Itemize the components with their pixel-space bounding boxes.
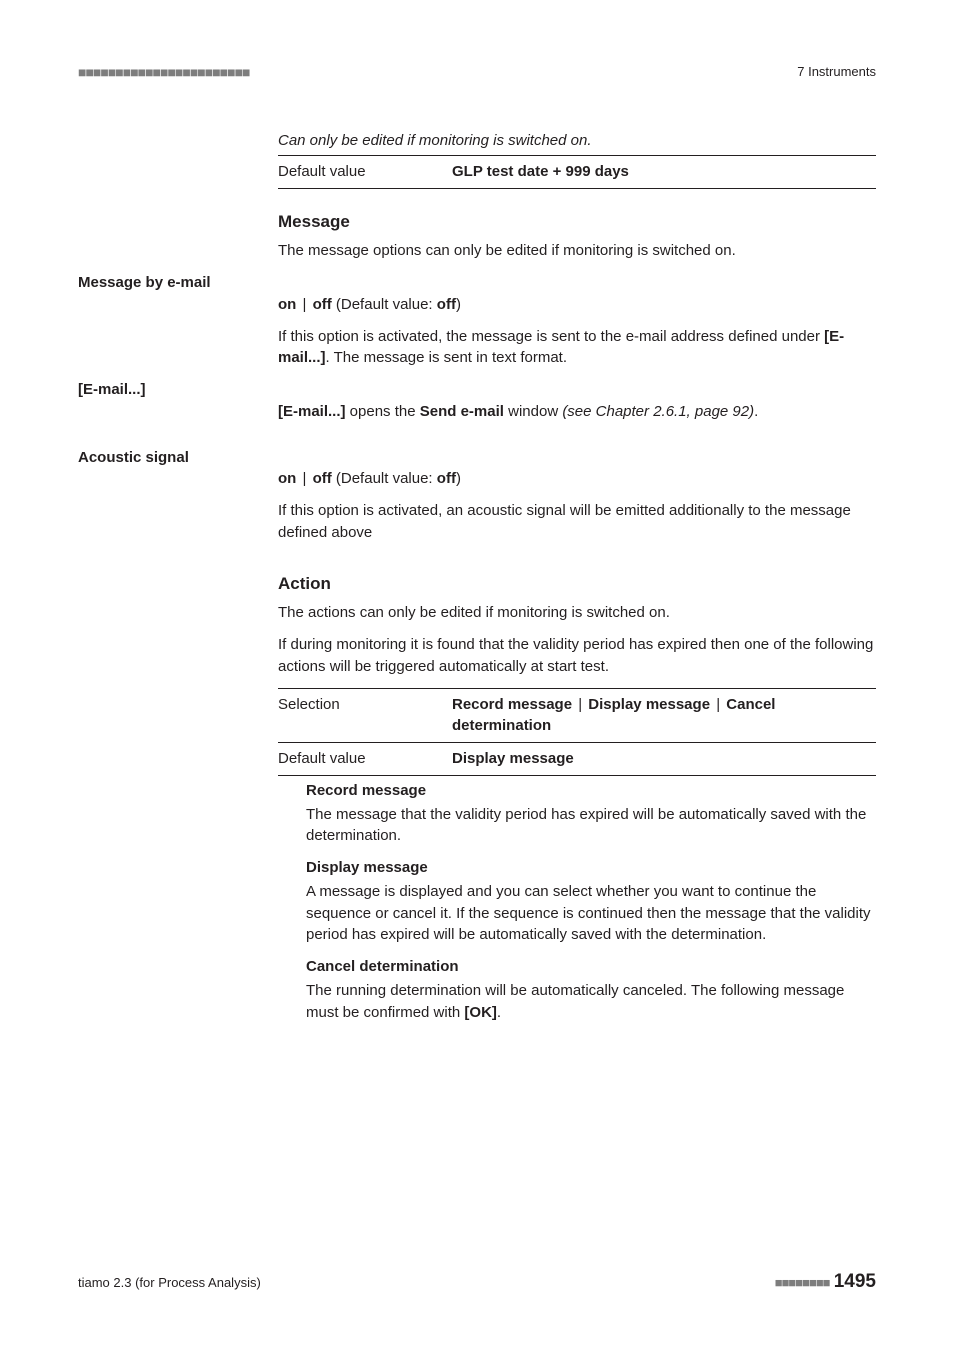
rule: [278, 742, 876, 743]
cancel-determination-block: Cancel determination The running determi…: [306, 956, 876, 1023]
page-number: 1495: [834, 1271, 876, 1292]
acoustic-on-off: on | off (Default value: off): [278, 468, 876, 490]
footer-left: tiamo 2.3 (for Process Analysis): [78, 1274, 261, 1293]
display-message-head: Display message: [306, 857, 876, 879]
action-text: If during monitoring it is found that th…: [278, 634, 876, 678]
kv-val: Display message: [452, 748, 876, 770]
default-value-row: Default value Display message: [278, 746, 876, 772]
section-message: Message: [278, 210, 876, 235]
display-message-text: A message is displayed and you can selec…: [306, 881, 876, 946]
kv-val: GLP test date + 999 days: [452, 161, 876, 183]
label-acoustic-signal: Acoustic signal: [78, 447, 278, 469]
message-by-email-text: If this option is activated, the message…: [278, 326, 876, 370]
kv-key: Selection: [278, 694, 452, 738]
selection-row: Selection Record message | Display messa…: [278, 692, 876, 740]
acoustic-text: If this option is activated, an acoustic…: [278, 500, 876, 544]
cancel-determination-head: Cancel determination: [306, 956, 876, 978]
message-intro: The message options can only be edited i…: [278, 240, 876, 262]
record-message-block: Record message The message that the vali…: [306, 780, 876, 847]
record-message-head: Record message: [306, 780, 876, 802]
default-value-row: Default value GLP test date + 999 days: [278, 159, 876, 185]
display-message-block: Display message A message is displayed a…: [306, 857, 876, 946]
action-intro: The actions can only be edited if monito…: [278, 602, 876, 624]
kv-val: Record message | Display message | Cance…: [452, 694, 876, 738]
rule: [278, 688, 876, 689]
footer-dashes: ■■■■■■■■: [775, 1275, 830, 1290]
header-chapter: 7 Instruments: [797, 63, 876, 82]
rule: [278, 188, 876, 189]
label-email-button: [E-mail...]: [78, 379, 278, 401]
page-header: ■■■■■■■■■■■■■■■■■■■■■■■ 7 Instruments: [78, 62, 876, 82]
page-footer: tiamo 2.3 (for Process Analysis) ■■■■■■■…: [78, 1268, 876, 1296]
header-dashes: ■■■■■■■■■■■■■■■■■■■■■■■: [78, 62, 250, 82]
label-message-by-email: Message by e-mail: [78, 272, 278, 294]
rule: [278, 775, 876, 776]
record-message-text: The message that the validity period has…: [306, 804, 876, 848]
on-off-default: on | off (Default value: off): [278, 294, 876, 316]
edit-note: Can only be edited if monitoring is swit…: [278, 130, 876, 152]
email-button-text: [E-mail...] opens the Send e-mail window…: [278, 401, 876, 423]
rule: [278, 155, 876, 156]
cancel-determination-text: The running determination will be automa…: [306, 980, 876, 1024]
kv-key: Default value: [278, 161, 452, 183]
footer-right: ■■■■■■■■ 1495: [775, 1268, 876, 1296]
section-action: Action: [278, 572, 876, 597]
kv-key: Default value: [278, 748, 452, 770]
